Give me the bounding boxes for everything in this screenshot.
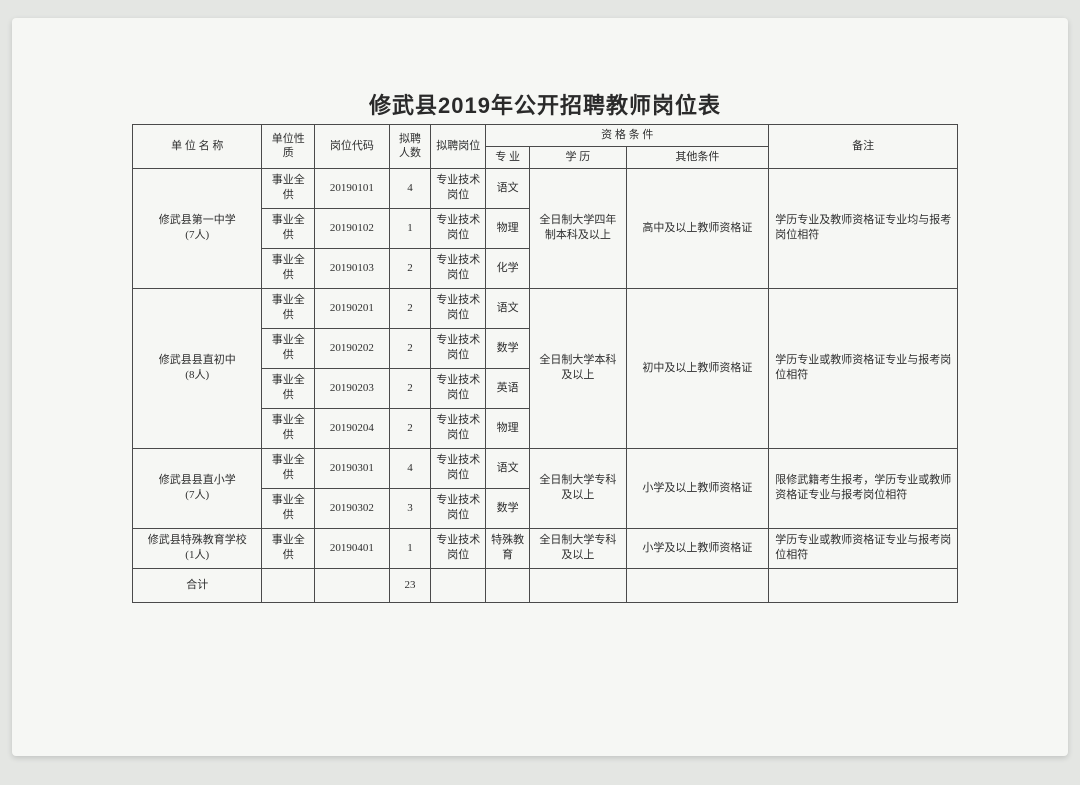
col-edu: 学 历 — [530, 146, 627, 168]
table-cell — [626, 568, 769, 602]
table-row: 修武县县直初中(8人)事业全供201902012专业技术岗位语文全日制大学本科及… — [133, 288, 958, 328]
col-nature: 单位性质 — [262, 125, 315, 169]
col-other: 其他条件 — [626, 146, 769, 168]
col-post: 拟聘岗位 — [431, 125, 486, 169]
table-cell: 合计 — [133, 568, 262, 602]
recruitment-table: 单 位 名 称 单位性质 岗位代码 拟聘人数 拟聘岗位 资 格 条 件 备注 专… — [132, 124, 958, 603]
table-cell: 20190302 — [315, 488, 390, 528]
col-code: 岗位代码 — [315, 125, 390, 169]
table-cell: 2 — [389, 288, 431, 328]
table-cell: 专业技术岗位 — [431, 368, 486, 408]
table-cell: 事业全供 — [262, 208, 315, 248]
table-cell: 2 — [389, 408, 431, 448]
table-cell: 限修武籍考生报考，学历专业或教师资格证专业与报考岗位相符 — [769, 448, 958, 528]
table-cell: 事业全供 — [262, 408, 315, 448]
table-cell: 全日制大学本科及以上 — [530, 288, 627, 448]
table-cell: 修武县第一中学(7人) — [133, 168, 262, 288]
table-row: 修武县第一中学(7人)事业全供201901014专业技术岗位语文全日制大学四年制… — [133, 168, 958, 208]
table-cell: 20190204 — [315, 408, 390, 448]
table-cell: 事业全供 — [262, 248, 315, 288]
table-cell: 4 — [389, 448, 431, 488]
table-cell: 学历专业及教师资格证专业均与报考岗位相符 — [769, 168, 958, 288]
table-cell: 20190101 — [315, 168, 390, 208]
col-major: 专 业 — [486, 146, 530, 168]
table-cell: 2 — [389, 248, 431, 288]
document-page: 修武县2019年公开招聘教师岗位表 单 位 名 称 单位性质 岗位代码 拟聘人数… — [12, 18, 1068, 756]
table-cell: 全日制大学专科及以上 — [530, 528, 627, 568]
table-cell: 高中及以上教师资格证 — [626, 168, 769, 288]
table-cell: 2 — [389, 328, 431, 368]
col-remark: 备注 — [769, 125, 958, 169]
page-title: 修武县2019年公开招聘教师岗位表 — [132, 88, 958, 120]
table-cell: 小学及以上教师资格证 — [626, 448, 769, 528]
table-body: 修武县第一中学(7人)事业全供201901014专业技术岗位语文全日制大学四年制… — [133, 168, 958, 602]
table-cell: 学历专业或教师资格证专业与报考岗位相符 — [769, 288, 958, 448]
table-cell: 专业技术岗位 — [431, 208, 486, 248]
table-cell — [262, 568, 315, 602]
table-cell: 20190201 — [315, 288, 390, 328]
table-cell: 特殊教育 — [486, 528, 530, 568]
table-cell: 1 — [389, 208, 431, 248]
table-cell: 初中及以上教师资格证 — [626, 288, 769, 448]
table-cell: 物理 — [486, 208, 530, 248]
table-cell: 事业全供 — [262, 448, 315, 488]
table-cell: 专业技术岗位 — [431, 168, 486, 208]
table-cell: 全日制大学专科及以上 — [530, 448, 627, 528]
table-cell: 专业技术岗位 — [431, 488, 486, 528]
table-cell: 3 — [389, 488, 431, 528]
col-qual-group: 资 格 条 件 — [486, 125, 769, 147]
col-count: 拟聘人数 — [389, 125, 431, 169]
table-cell: 20190103 — [315, 248, 390, 288]
table-cell: 20190203 — [315, 368, 390, 408]
table-cell: 全日制大学四年制本科及以上 — [530, 168, 627, 288]
table-cell: 20190102 — [315, 208, 390, 248]
table-cell — [486, 568, 530, 602]
table-cell: 语文 — [486, 448, 530, 488]
table-cell: 修武县县直小学(7人) — [133, 448, 262, 528]
table-cell: 数学 — [486, 488, 530, 528]
table-cell: 专业技术岗位 — [431, 248, 486, 288]
table-row: 修武县县直小学(7人)事业全供201903014专业技术岗位语文全日制大学专科及… — [133, 448, 958, 488]
table-cell: 修武县特殊教育学校(1人) — [133, 528, 262, 568]
table-total-row: 合计 23 — [133, 568, 958, 602]
table-cell: 专业技术岗位 — [431, 408, 486, 448]
table-cell: 事业全供 — [262, 488, 315, 528]
table-cell: 20190301 — [315, 448, 390, 488]
table-cell: 化学 — [486, 248, 530, 288]
table-cell: 事业全供 — [262, 168, 315, 208]
table-cell: 学历专业或教师资格证专业与报考岗位相符 — [769, 528, 958, 568]
table-cell: 事业全供 — [262, 528, 315, 568]
table-cell: 20190202 — [315, 328, 390, 368]
table-cell: 英语 — [486, 368, 530, 408]
table-cell: 物理 — [486, 408, 530, 448]
table-cell: 小学及以上教师资格证 — [626, 528, 769, 568]
table-cell: 专业技术岗位 — [431, 528, 486, 568]
table-cell: 语文 — [486, 168, 530, 208]
table-cell: 4 — [389, 168, 431, 208]
table-cell — [431, 568, 486, 602]
table-cell: 1 — [389, 528, 431, 568]
table-cell: 数学 — [486, 328, 530, 368]
table-cell: 修武县县直初中(8人) — [133, 288, 262, 448]
table-cell: 专业技术岗位 — [431, 288, 486, 328]
table-cell: 20190401 — [315, 528, 390, 568]
col-unit: 单 位 名 称 — [133, 125, 262, 169]
table-cell: 语文 — [486, 288, 530, 328]
table-cell: 事业全供 — [262, 328, 315, 368]
table-cell — [769, 568, 958, 602]
table-cell — [315, 568, 390, 602]
table-cell: 2 — [389, 368, 431, 408]
table-cell: 事业全供 — [262, 368, 315, 408]
table-cell: 23 — [389, 568, 431, 602]
table-cell: 事业全供 — [262, 288, 315, 328]
table-cell: 专业技术岗位 — [431, 328, 486, 368]
table-row: 修武县特殊教育学校(1人)事业全供201904011专业技术岗位特殊教育全日制大… — [133, 528, 958, 568]
table-header: 单 位 名 称 单位性质 岗位代码 拟聘人数 拟聘岗位 资 格 条 件 备注 专… — [133, 125, 958, 169]
table-cell — [530, 568, 627, 602]
table-cell: 专业技术岗位 — [431, 448, 486, 488]
